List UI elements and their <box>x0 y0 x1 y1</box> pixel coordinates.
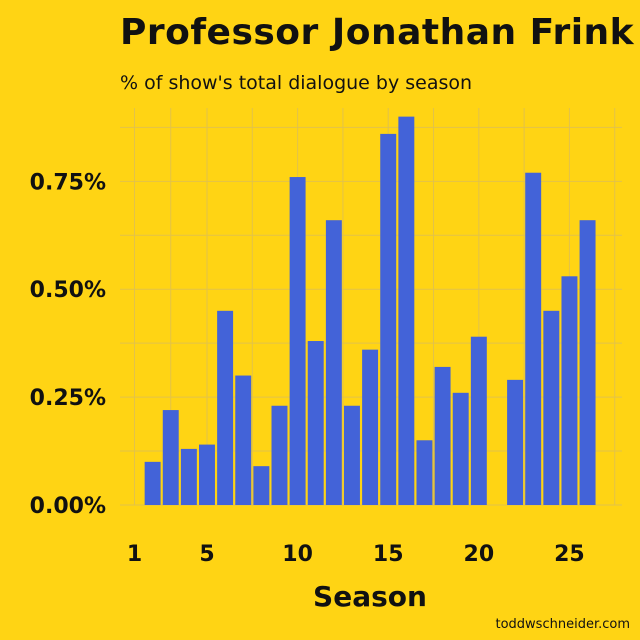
bar-season-22 <box>507 379 524 505</box>
bar-season-19 <box>452 392 469 505</box>
y-tick-label: 0.50% <box>30 278 106 303</box>
x-tick-label: 15 <box>373 542 404 567</box>
bar-season-7 <box>235 375 252 505</box>
bar-season-24 <box>543 310 560 505</box>
x-tick-label: 25 <box>554 542 585 567</box>
bar-season-2 <box>144 461 161 505</box>
bar-season-6 <box>217 310 234 505</box>
bar-season-9 <box>271 405 288 505</box>
chart-subtitle: % of show's total dialogue by season <box>120 72 473 94</box>
bars <box>144 116 596 506</box>
bar-season-23 <box>525 172 542 505</box>
bar-season-15 <box>380 133 397 506</box>
bar-season-8 <box>253 466 270 505</box>
y-tick-label: 0.75% <box>30 170 106 195</box>
bar-season-11 <box>307 341 324 505</box>
bar-season-18 <box>434 366 451 505</box>
credit-text: toddwschneider.com <box>495 617 631 632</box>
x-tick-label: 20 <box>464 542 495 567</box>
x-axis-title: Season <box>313 580 427 613</box>
bar-season-17 <box>416 440 433 505</box>
y-tick-label: 0.00% <box>30 494 106 519</box>
bar-season-5 <box>199 444 215 505</box>
bar-season-25 <box>561 276 578 505</box>
chart-title: Professor Jonathan Frink <box>120 12 635 53</box>
x-tick-label: 1 <box>127 542 142 567</box>
bar-season-26 <box>579 220 596 505</box>
bar-season-4 <box>180 448 197 505</box>
bar-season-3 <box>162 410 179 505</box>
bar-season-14 <box>362 349 379 505</box>
bar-season-12 <box>325 220 342 505</box>
x-axis-tick-labels: 1 5 10 15 20 25 <box>127 542 585 567</box>
y-tick-label: 0.25% <box>30 386 106 411</box>
x-tick-label: 5 <box>199 542 214 567</box>
bar-season-16 <box>398 116 415 505</box>
bar-season-20 <box>470 336 487 505</box>
y-axis-tick-labels: 0.00% 0.25% 0.50% 0.75% <box>30 170 106 519</box>
bar-season-13 <box>343 405 360 505</box>
x-tick-label: 10 <box>282 542 313 567</box>
bar-season-10 <box>289 177 306 506</box>
